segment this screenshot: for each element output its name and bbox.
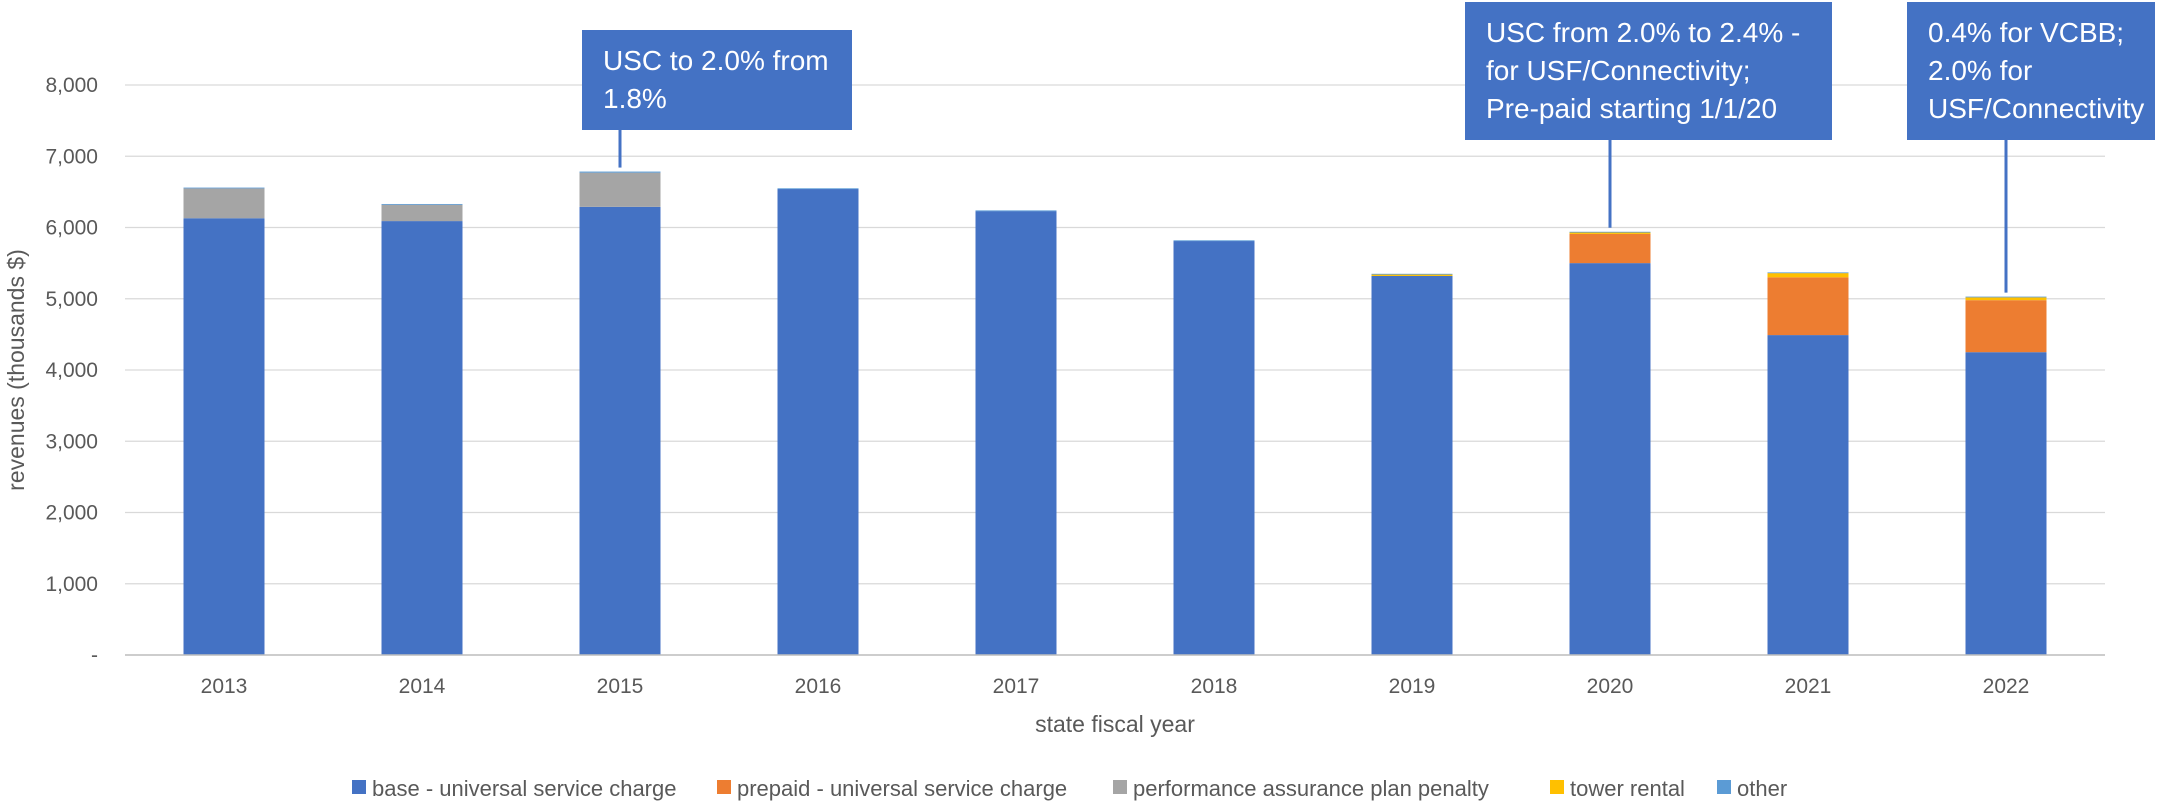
bar-segment-4-2013 — [183, 187, 265, 189]
bar-segment-0-2014 — [381, 221, 463, 655]
bar-segment-0-2022 — [1965, 352, 2047, 655]
x-tick-label: 2018 — [1191, 675, 1238, 698]
bar-segment-4-2019 — [1371, 273, 1453, 275]
annotation-2015: USC to 2.0% from 1.8% — [582, 30, 852, 168]
bar-segment-0-2017 — [975, 211, 1057, 656]
bar-segment-4-2018 — [1173, 240, 1255, 242]
bar-segment-3-2019 — [1371, 274, 1453, 276]
legend-item-2: performance assurance plan penalty — [1113, 776, 1489, 801]
legend-label: other — [1737, 776, 1787, 801]
x-tick-label: 2013 — [201, 675, 248, 698]
y-tick-label: 3,000 — [45, 430, 98, 453]
annotation-text-line: USC from 2.0% to 2.4% - — [1486, 17, 1800, 48]
bar-segment-0-2013 — [183, 218, 265, 656]
legend-item-4: other — [1717, 776, 1787, 801]
x-tick-label: 2020 — [1587, 675, 1634, 698]
y-tick-label: 5,000 — [45, 288, 98, 311]
bars — [183, 171, 2047, 656]
annotation-text-line: USF/Connectivity — [1928, 93, 2144, 124]
annotation-box — [1907, 2, 2155, 140]
x-axis-title: state fiscal year — [1035, 711, 1195, 737]
bar-segment-4-2021 — [1767, 272, 1849, 274]
x-tick-label: 2019 — [1389, 675, 1436, 698]
y-tick-label: 8,000 — [45, 74, 98, 97]
annotation-box — [1465, 2, 1832, 140]
bar-segment-4-2016 — [777, 188, 859, 190]
bar-segment-4-2015 — [579, 171, 661, 173]
legend-swatch — [352, 780, 366, 794]
legend-item-1: prepaid - universal service charge — [717, 776, 1067, 801]
bar-segment-4-2022 — [1965, 296, 2047, 298]
legend-label: base - universal service charge — [372, 776, 676, 801]
legend-swatch — [1550, 780, 1564, 794]
bar-segment-1-2022 — [1965, 300, 2047, 353]
bar-segment-2-2013 — [183, 188, 265, 219]
legend-label: prepaid - universal service charge — [737, 776, 1067, 801]
y-axis: - 1,000 2,000 3,000 4,000 5,000 6,000 7,000 8,00… — [45, 74, 98, 667]
annotation-text-line: 2.0% for — [1928, 55, 2032, 86]
legend-item-3: tower rental — [1550, 776, 1685, 801]
annotation-box — [582, 30, 852, 130]
bar-segment-0-2020 — [1569, 263, 1651, 655]
legend-swatch — [1113, 780, 1127, 794]
y-tick-label: - — [91, 644, 98, 667]
y-tick-label: 4,000 — [45, 359, 98, 382]
bar-segment-0-2015 — [579, 206, 661, 655]
bar-segment-0-2016 — [777, 189, 859, 655]
bar-segment-0-2019 — [1371, 275, 1453, 655]
y-tick-label: 7,000 — [45, 145, 98, 168]
x-tick-label: 2015 — [597, 675, 644, 698]
x-tick-label: 2021 — [1785, 675, 1832, 698]
bar-segment-3-2022 — [1965, 297, 2047, 301]
bar-segment-4-2020 — [1569, 231, 1651, 233]
x-tick-label: 2014 — [399, 675, 446, 698]
bar-segment-2-2015 — [579, 172, 661, 207]
annotation-text-line: USC to 2.0% from — [603, 45, 829, 76]
bar-segment-3-2021 — [1767, 273, 1849, 278]
legend-label: performance assurance plan penalty — [1133, 776, 1489, 801]
y-axis-title: revenues (thousands $) — [3, 249, 29, 491]
y-tick-label: 2,000 — [45, 502, 98, 525]
bar-segment-4-2017 — [975, 210, 1057, 212]
annotation-text-line: for USF/Connectivity; — [1486, 55, 1751, 86]
annotations: USC to 2.0% from 1.8% USC from 2.0% to 2.4… — [582, 2, 2155, 293]
annotation-2020: USC from 2.0% to 2.4% - for USF/Connectiv… — [1465, 2, 1832, 228]
x-tick-label: 2016 — [795, 675, 842, 698]
y-tick-label: 6,000 — [45, 217, 98, 240]
annotation-text-line: 1.8% — [603, 83, 667, 114]
bar-segment-1-2020 — [1569, 233, 1651, 264]
bar-segment-2-2014 — [381, 204, 463, 222]
legend-item-0: base - universal service charge — [352, 776, 676, 801]
bar-segment-3-2020 — [1569, 232, 1651, 234]
bar-segment-0-2018 — [1173, 241, 1255, 655]
x-tick-label: 2022 — [1983, 675, 2030, 698]
bar-segment-1-2021 — [1767, 277, 1849, 336]
annotation-text-line: 0.4% for VCBB; — [1928, 17, 2124, 48]
legend-label: tower rental — [1570, 776, 1685, 801]
annotation-2022: 0.4% for VCBB; 2.0% for USF/Connectivity — [1907, 2, 2155, 293]
annotation-text-line: Pre-paid starting 1/1/20 — [1486, 93, 1777, 124]
y-tick-label: 1,000 — [45, 573, 98, 596]
legend-swatch — [1717, 780, 1731, 794]
x-tick-label: 2017 — [993, 675, 1040, 698]
bar-segment-0-2021 — [1767, 335, 1849, 655]
legend: base - universal service charge prepaid -… — [352, 776, 1787, 801]
legend-swatch — [717, 780, 731, 794]
x-axis: 2013 2014 2015 2016 2017 2018 2019 2020 2021 2022 — [125, 654, 2105, 698]
bar-segment-4-2014 — [381, 203, 463, 205]
